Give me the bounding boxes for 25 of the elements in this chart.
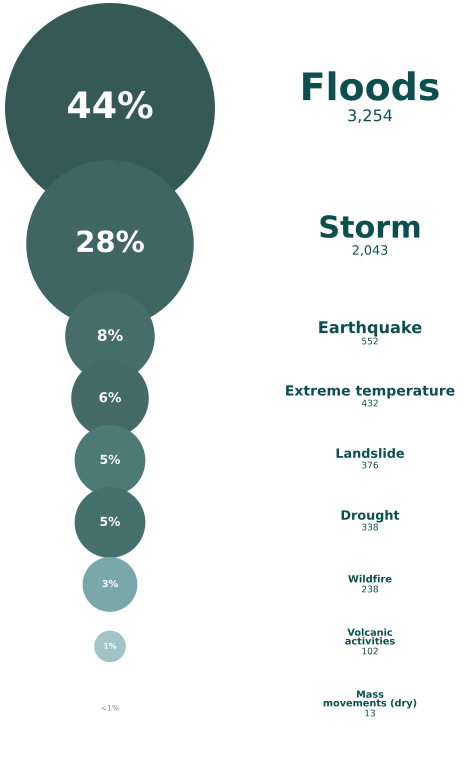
text: 13 xyxy=(365,710,376,716)
text: 376 xyxy=(362,462,378,468)
category-label: Drought xyxy=(342,510,400,522)
category-label: Mass movements (dry) xyxy=(324,690,416,708)
category-label: Wildfire xyxy=(348,574,392,583)
data-label: 44% xyxy=(68,91,152,119)
text: 2,043 xyxy=(352,245,388,256)
category-label: Floods xyxy=(303,71,439,101)
category-label: Earthquake xyxy=(319,320,422,336)
text: 3,254 xyxy=(348,109,392,124)
data-label: 3% xyxy=(102,580,118,588)
data-label: 5% xyxy=(100,516,120,526)
text: 102 xyxy=(362,648,378,654)
data-label: 28% xyxy=(77,230,144,252)
category-label: Landslide xyxy=(336,448,404,458)
text: 432 xyxy=(362,400,378,406)
text: 338 xyxy=(362,524,378,530)
data-label: 8% xyxy=(98,329,123,341)
data-label: 6% xyxy=(99,392,121,402)
category-label: Volcanic activities xyxy=(345,628,395,645)
text: 238 xyxy=(362,586,378,592)
data-label: 5% xyxy=(100,454,120,464)
category-label: Extreme temperature xyxy=(286,385,455,398)
text: 552 xyxy=(362,338,378,344)
category-label: Storm xyxy=(320,215,420,238)
